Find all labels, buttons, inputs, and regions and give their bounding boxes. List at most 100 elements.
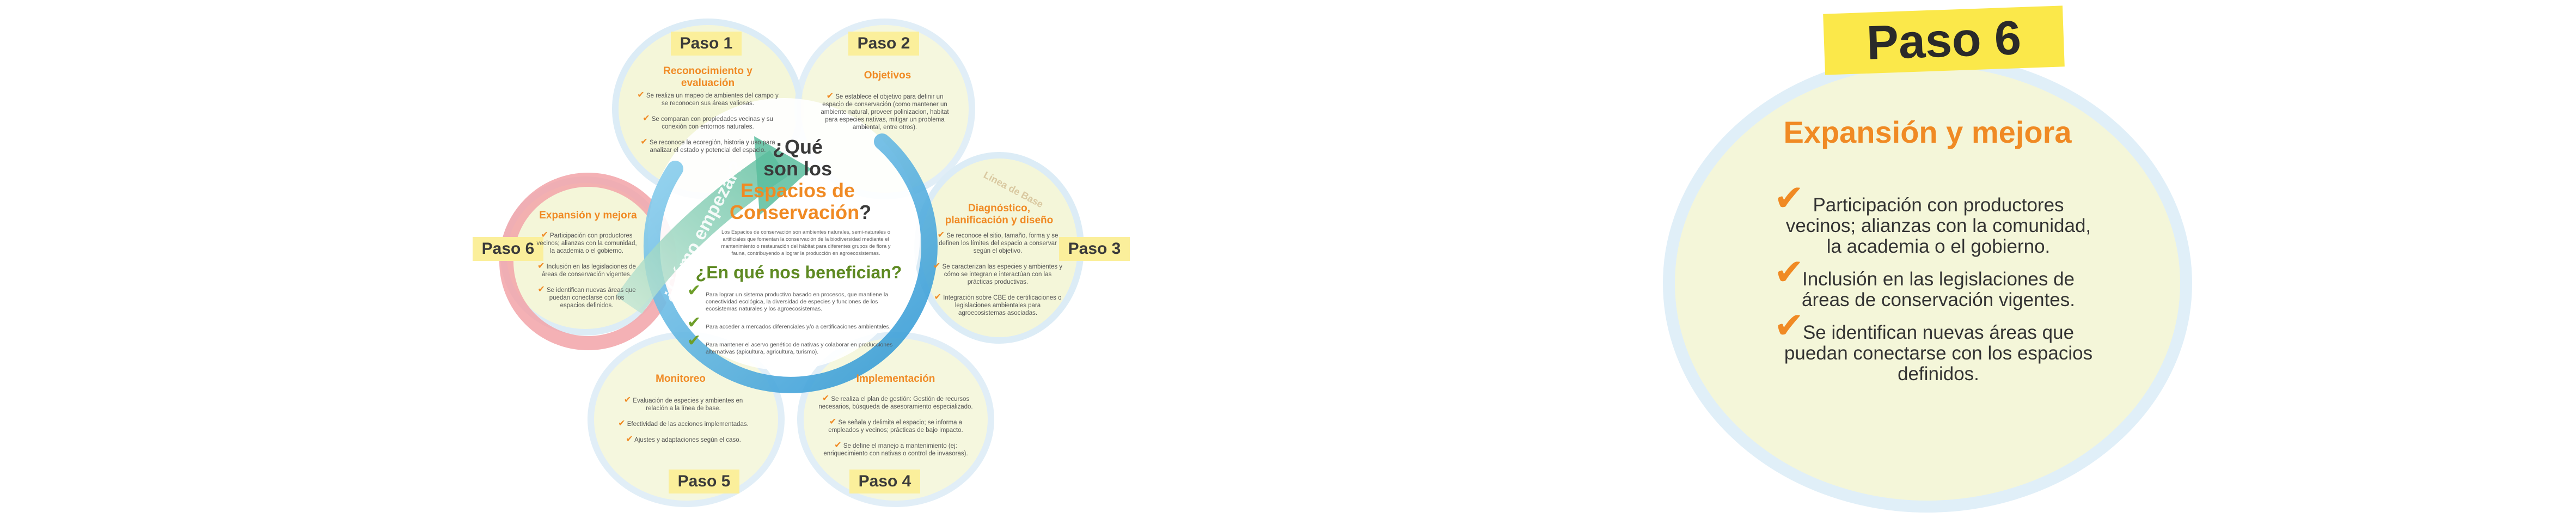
step-tag-paso6: Paso 6 <box>473 237 543 261</box>
item-text: Se reconoce la ecoregión, historia y uso… <box>649 139 775 154</box>
check-icon: ✔ <box>637 90 645 100</box>
paso4-title: Implementación <box>856 373 935 385</box>
check-icon: ✔ <box>1774 178 1804 218</box>
list-item: ✔ Inclusión en las legislaciones de área… <box>536 261 637 278</box>
check-icon: ✔ <box>626 435 633 444</box>
check-icon: ✔ <box>537 285 545 294</box>
detail-title: Paso 6 <box>1823 5 2065 75</box>
paso2-list: ✔ Se establece el objetivo para definir … <box>819 92 950 139</box>
list-item: ✔ Se reconoce el sitio, tamaño, forma y … <box>931 231 1064 255</box>
paso6-title: Expansión y mejora <box>539 210 637 221</box>
check-icon: ✔ <box>537 261 545 271</box>
question-line1: ¿Qué <box>772 136 823 158</box>
center-definition: Los Espacios de conservación son ambient… <box>721 229 891 257</box>
list-item: ✔ Se establece el objetivo para definir … <box>819 92 950 131</box>
list-item: ✔ Se identifican nuevas áreas que puedan … <box>1759 307 2096 385</box>
item-text: Se caracterizan las especies y ambientes… <box>942 264 1063 285</box>
step-tag-paso2: Paso 2 <box>848 32 919 56</box>
item-text: Se señala y delimita el espacio; se info… <box>828 419 963 434</box>
item-text: Participación con productores vecinos; a… <box>1785 194 2091 257</box>
check-icon: ✔ <box>834 441 842 450</box>
item-text: Para acceder a mercados diferenciales y/… <box>706 324 891 330</box>
list-item: ✔ Se señala y delimita el espacio; se in… <box>817 418 975 434</box>
paso1-title: Reconocimiento y evaluación <box>663 65 752 89</box>
check-icon: ✔ <box>822 394 830 403</box>
paso5-list: ✔ Evaluación de especies y ambientes en … <box>613 395 754 452</box>
item-text: Para mantener el acervo genético de nati… <box>706 342 893 355</box>
step-tag-paso5: Paso 5 <box>669 470 739 493</box>
list-item: ✔ Evaluación de especies y ambientes en … <box>613 395 754 412</box>
item-text: Integración sobre CBE de certificaciones… <box>943 295 1062 316</box>
list-item: ✔ Se realiza el plan de gestión: Gestión… <box>817 394 975 411</box>
step-tag-paso1: Paso 1 <box>671 32 742 56</box>
paso3-title: Diagnóstico, planificación y diseño <box>945 203 1054 226</box>
item-text: Se comparan con propiedades vecinas y su… <box>651 116 773 130</box>
check-icon: ✔ <box>643 114 650 123</box>
check-icon: ✔ <box>687 282 701 300</box>
arrow-head-icon <box>754 136 811 215</box>
check-icon: ✔ <box>687 314 701 332</box>
item-text: Efectividad de las acciones implementada… <box>627 421 749 428</box>
item-text: Se identifican nuevas áreas que puedan c… <box>1784 322 2093 385</box>
list-item: ✔ Participación con productores vecinos;… <box>536 231 637 255</box>
item-text: Se realiza el plan de gestión: Gestión d… <box>818 396 973 410</box>
item-text: Se define el manejo a mantenimiento (ej:… <box>823 443 968 457</box>
paso4-list: ✔ Se realiza el plan de gestión: Gestión… <box>817 394 975 465</box>
check-icon: ✔ <box>937 230 945 240</box>
question-mark: ? <box>859 201 872 223</box>
step-tag-paso3: Paso 3 <box>1059 237 1130 261</box>
item-text: Participación con productores vecinos; a… <box>536 233 637 254</box>
list-item: ✔ Para mantener el acervo genético de nat… <box>687 333 894 356</box>
item-text: Inclusión en las legislaciones de áreas … <box>1802 269 2075 310</box>
teal-band <box>616 150 788 314</box>
item-text: Inclusión en las legislaciones de áreas … <box>542 264 636 278</box>
item-text: Se identifican nuevas áreas que puedan c… <box>546 287 636 309</box>
question-line2: son los <box>763 157 833 180</box>
item-text: Para lograr un sistema productivo basado… <box>706 291 889 312</box>
list-item: ✔ Se comparan con propiedades vecinas y … <box>634 114 781 131</box>
item-text: Ajustes y adaptaciones según el caso. <box>634 437 741 443</box>
list-item: ✔ Para lograr un sistema productivo basad… <box>687 283 894 313</box>
paso5-title: Monitoreo <box>656 373 706 385</box>
list-item: ✔ Se identifican nuevas áreas que puedan… <box>536 285 637 309</box>
list-item: ✔ Ajustes y adaptaciones según el caso. <box>613 435 754 444</box>
paso6-list: ✔ Participación con productores vecinos;… <box>536 231 637 317</box>
detail-list: ✔ Participación con productores vecinos; … <box>1759 180 2096 397</box>
check-icon: ✔ <box>623 395 632 405</box>
benefits-question: ¿En qué nos benefician? <box>695 263 902 282</box>
list-item: ✔ Se reconoce la ecoregión, historia y u… <box>634 138 781 154</box>
list-item: ✔ Inclusión en las legislaciones de áreas… <box>1759 254 2096 310</box>
check-icon: ✔ <box>1774 305 1804 345</box>
check-icon: ✔ <box>1774 252 1804 292</box>
step-tag-paso4: Paso 4 <box>849 470 920 493</box>
item-text: Se establece el objetivo para definir un… <box>821 94 949 131</box>
list-item: ✔ Efectividad de las acciones implementa… <box>613 419 754 428</box>
list-item: ✔ Se caracterizan las especies y ambient… <box>931 261 1064 286</box>
check-icon: ✔ <box>934 292 941 302</box>
item-text: Se reconoce el sitio, tamaño, forma y se… <box>939 233 1058 254</box>
list-item: ✔ Se define el manejo a mantenimiento (e… <box>817 441 975 458</box>
check-icon: ✔ <box>826 92 834 101</box>
item-text: Se realiza un mapeo de ambientes del cam… <box>646 93 779 107</box>
check-icon: ✔ <box>618 419 626 428</box>
check-icon: ✔ <box>933 261 941 271</box>
check-icon: ✔ <box>541 230 548 240</box>
list-item: ✔ Participación con productores vecinos; … <box>1759 180 2096 257</box>
center-question: ¿Qué son los Espacios de Conservación? <box>730 136 871 223</box>
check-icon: ✔ <box>829 417 837 426</box>
question-highlight1: Espacios de <box>740 179 855 202</box>
item-text: Evaluación de especies y ambientes en re… <box>633 398 743 412</box>
center-disk <box>648 98 920 370</box>
benefits-list: ✔ Para lograr un sistema productivo basad… <box>687 283 894 367</box>
paso1-list: ✔ Se realiza un mapeo de ambientes del c… <box>634 90 781 162</box>
detail-subtitle: Expansión y mejora <box>1783 115 2072 149</box>
list-item: ✔ Integración sobre CBE de certificacion… <box>931 292 1064 317</box>
list-item: ✔ Para acceder a mercados diferenciales y… <box>687 315 894 331</box>
question-highlight2: Conservación <box>730 201 860 223</box>
paso2-title: Objetivos <box>864 70 911 81</box>
check-icon: ✔ <box>640 137 648 147</box>
list-item: ✔ Se realiza un mapeo de ambientes del c… <box>634 90 781 107</box>
check-icon: ✔ <box>687 332 701 350</box>
paso3-list: ✔ Se reconoce el sitio, tamaño, forma y … <box>931 231 1064 325</box>
